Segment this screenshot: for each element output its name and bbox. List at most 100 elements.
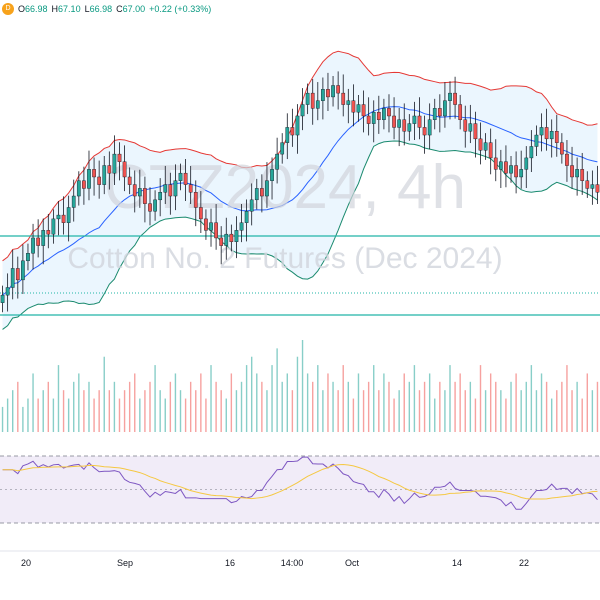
candle-body bbox=[427, 119, 432, 136]
volume-bar bbox=[439, 381, 441, 432]
volume-bar bbox=[393, 398, 395, 432]
volume-bar bbox=[291, 390, 294, 432]
candle-body bbox=[412, 115, 417, 124]
volume-bar bbox=[545, 381, 548, 432]
volume-bar bbox=[398, 390, 400, 432]
candle-body bbox=[87, 169, 91, 189]
open-value: O66.98 bbox=[18, 4, 48, 14]
bb-basis-line bbox=[2, 106, 598, 296]
volume-bar bbox=[128, 381, 131, 432]
volume-bar bbox=[184, 398, 187, 432]
volume-bar bbox=[17, 381, 19, 432]
volume-bar bbox=[459, 373, 461, 432]
candle-body bbox=[26, 253, 30, 262]
candle-body bbox=[529, 146, 534, 159]
candle-body bbox=[524, 157, 529, 170]
volume-bar bbox=[169, 381, 172, 432]
candle-body bbox=[575, 169, 579, 178]
volume-bar bbox=[556, 390, 558, 432]
candle-body bbox=[143, 188, 147, 204]
candle-body bbox=[163, 184, 168, 193]
candle-body bbox=[356, 104, 361, 113]
candle-body bbox=[468, 123, 473, 132]
candle-body bbox=[407, 123, 412, 132]
candle-body bbox=[5, 287, 10, 296]
candle-body bbox=[443, 100, 447, 117]
candle-body bbox=[36, 237, 40, 246]
candle-body bbox=[239, 222, 244, 231]
candle-body bbox=[0, 294, 5, 303]
rsi-line bbox=[2, 456, 598, 510]
candle-body bbox=[585, 180, 590, 189]
candle-body bbox=[193, 192, 198, 208]
time-axis-tick-label: Sep bbox=[117, 558, 133, 568]
candle-body bbox=[458, 104, 463, 120]
volume-bar bbox=[479, 365, 482, 432]
volume-bar bbox=[266, 390, 268, 432]
volume-bar bbox=[6, 398, 9, 432]
candle-body bbox=[183, 172, 188, 185]
candle-body bbox=[509, 165, 513, 174]
volume-bar bbox=[327, 373, 329, 432]
candle-body bbox=[275, 153, 279, 170]
volume-bar bbox=[83, 390, 85, 432]
candle-body bbox=[402, 119, 407, 132]
volume-bar bbox=[464, 390, 466, 432]
candle-body bbox=[51, 218, 56, 235]
volume-bar bbox=[32, 373, 34, 432]
volume-bar bbox=[200, 373, 202, 432]
volume-bar bbox=[144, 390, 146, 432]
volume-bar bbox=[62, 390, 65, 432]
volume-bar bbox=[586, 373, 588, 432]
candle-body bbox=[519, 169, 524, 178]
interval-badge[interactable]: D bbox=[2, 3, 14, 15]
volume-bar bbox=[444, 390, 446, 432]
candle-body bbox=[504, 161, 508, 174]
candle-body bbox=[122, 161, 127, 178]
horizontal-lines bbox=[0, 235, 600, 316]
candle-body bbox=[498, 161, 503, 170]
candle-body bbox=[417, 115, 422, 128]
volume-bar bbox=[454, 381, 456, 432]
candle-body bbox=[483, 142, 488, 151]
candle-body bbox=[224, 233, 229, 246]
candle-body bbox=[209, 222, 213, 231]
candle-body bbox=[234, 230, 239, 242]
candle-body bbox=[478, 138, 483, 151]
candle-body bbox=[249, 199, 254, 212]
candle-body bbox=[488, 142, 493, 159]
volume-bar bbox=[301, 340, 304, 432]
volume-bar bbox=[78, 373, 80, 432]
volume-bar bbox=[52, 398, 55, 432]
candle-body bbox=[382, 108, 386, 120]
high-value: H67.10 bbox=[51, 4, 81, 14]
volume-bar bbox=[159, 390, 161, 432]
volume-bar bbox=[520, 390, 522, 432]
candle-body bbox=[178, 172, 183, 181]
volume-bar bbox=[540, 373, 543, 432]
candle-body bbox=[453, 92, 457, 105]
candle-body bbox=[198, 207, 203, 220]
volume-bar bbox=[205, 398, 207, 432]
candle-body bbox=[376, 111, 381, 120]
candle-body bbox=[117, 153, 122, 162]
time-axis-tick-label: Oct bbox=[345, 558, 360, 568]
candle-body bbox=[76, 180, 81, 197]
volume-bar bbox=[220, 390, 222, 432]
volume-bar bbox=[139, 398, 141, 432]
candle-body bbox=[290, 127, 295, 136]
volume-series bbox=[1, 340, 599, 432]
volume-bar bbox=[571, 390, 573, 432]
volume-bar bbox=[296, 356, 299, 432]
volume-bar bbox=[561, 381, 563, 432]
volume-bar bbox=[530, 365, 533, 432]
volume-bar bbox=[581, 398, 583, 432]
volume-bar bbox=[103, 356, 105, 432]
volume-bar bbox=[312, 381, 314, 432]
candle-body bbox=[265, 180, 269, 197]
volume-bar bbox=[403, 373, 405, 432]
volume-bar bbox=[210, 365, 212, 432]
close-value: C67.00 bbox=[116, 4, 146, 14]
volume-bar bbox=[535, 390, 538, 432]
